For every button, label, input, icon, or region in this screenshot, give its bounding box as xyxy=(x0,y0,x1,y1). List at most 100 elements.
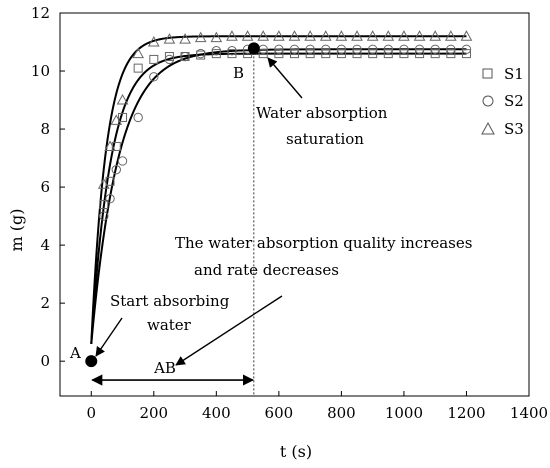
marker-s3 xyxy=(179,33,191,44)
marker-s3 xyxy=(351,30,363,41)
marker-s1 xyxy=(461,49,471,59)
y-tick-label: 12 xyxy=(31,4,50,22)
marker-s2 xyxy=(274,44,284,54)
marker-s2 xyxy=(164,54,175,65)
marker-s2 xyxy=(305,44,315,54)
marker-s2 xyxy=(111,164,121,175)
annotation-start-line2: water xyxy=(147,316,192,334)
y-axis-ticks: 0 2 4 6 8 10 12 xyxy=(31,4,65,370)
marker-s3 xyxy=(460,30,473,41)
marker-s3 xyxy=(226,30,238,41)
marker-s2 xyxy=(105,193,115,204)
plot-frame xyxy=(59,12,530,397)
y-tick-label: 8 xyxy=(40,120,50,138)
marker-s3 xyxy=(110,114,123,125)
marker-s1 xyxy=(368,49,378,59)
point-b-label: B xyxy=(233,64,244,82)
marker-s3 xyxy=(116,94,129,105)
annotation-arrow-saturation xyxy=(267,57,303,99)
marker-s2 xyxy=(289,44,300,54)
marker-s1 xyxy=(305,49,315,59)
ab-label: AB xyxy=(153,359,176,377)
marker-s2 xyxy=(149,72,159,82)
marker-s1 xyxy=(290,49,299,59)
x-tick-label: 1200 xyxy=(447,404,485,422)
marker-s3 xyxy=(413,30,426,41)
annotation-start-line1: Start absorbing xyxy=(110,292,230,310)
marker-s3 xyxy=(163,33,176,44)
marker-s3 xyxy=(335,30,348,41)
legend-marker-s1 xyxy=(482,68,493,79)
marker-s3 xyxy=(304,30,316,41)
marker-s1 xyxy=(352,49,362,59)
annotation-quality-line2: and rate decreases xyxy=(194,261,339,279)
marker-s3 xyxy=(273,30,285,41)
point-b xyxy=(247,42,260,55)
fit-curve-s3 xyxy=(90,35,467,344)
marker-s2 xyxy=(321,44,331,54)
marker-s2 xyxy=(383,44,393,54)
legend-marker-s2 xyxy=(482,95,494,107)
marker-s2 xyxy=(336,44,347,54)
marker-s1 xyxy=(211,49,221,59)
marker-s2 xyxy=(352,44,362,54)
legend-label-s2: S2 xyxy=(504,92,524,110)
x-tick-label: 400 xyxy=(202,404,231,422)
marker-s3 xyxy=(210,31,223,43)
marker-s1 xyxy=(258,49,268,59)
marker-s2 xyxy=(211,46,222,56)
marker-s1 xyxy=(321,49,331,59)
x-tick-label: 600 xyxy=(265,404,294,422)
marker-s1 xyxy=(105,176,115,186)
marker-s3 xyxy=(382,30,395,41)
legend-marker-s3 xyxy=(481,121,495,135)
marker-s3 xyxy=(398,30,410,41)
marker-s2 xyxy=(430,44,440,54)
y-axis-title: m (g) xyxy=(7,209,26,252)
marker-s1 xyxy=(227,49,237,59)
marker-s2 xyxy=(117,156,128,166)
annotation-saturation-line2: saturation xyxy=(286,130,364,148)
annotation-arrow-quality xyxy=(175,295,283,366)
x-tick-label: 1400 xyxy=(510,404,548,422)
marker-s2 xyxy=(399,44,409,54)
x-tick-label: 200 xyxy=(139,404,168,422)
x-tick-label: 0 xyxy=(86,404,96,422)
marker-s3 xyxy=(366,30,379,41)
marker-s3 xyxy=(104,140,116,151)
marker-s3 xyxy=(429,30,442,41)
marker-s1 xyxy=(274,49,284,59)
x-axis-title: t (s) xyxy=(280,442,312,461)
marker-s2 xyxy=(446,44,456,54)
marker-s1 xyxy=(336,49,346,59)
marker-s2 xyxy=(196,48,206,59)
marker-s1 xyxy=(149,54,159,64)
y-tick-label: 2 xyxy=(40,294,50,312)
point-a xyxy=(85,355,98,368)
y-tick-label: 10 xyxy=(31,62,50,80)
marker-s3 xyxy=(319,30,332,41)
marker-s3 xyxy=(288,30,301,41)
marker-s1 xyxy=(118,112,128,122)
annotation-saturation-line1: Water absorption xyxy=(256,104,388,122)
point-a-label: A xyxy=(69,344,81,362)
marker-s3 xyxy=(444,30,457,41)
marker-s3 xyxy=(194,31,207,43)
marker-s2 xyxy=(227,46,237,56)
marker-s1 xyxy=(430,49,440,59)
marker-s3 xyxy=(97,178,110,189)
marker-s3 xyxy=(147,35,160,47)
marker-s2 xyxy=(367,44,378,54)
marker-s1 xyxy=(399,49,409,59)
y-tick-label: 6 xyxy=(40,178,50,196)
marker-s1 xyxy=(383,49,393,59)
annotation-quality-line1: The water absorption quality increases xyxy=(175,234,472,252)
marker-s1 xyxy=(164,52,174,62)
legend: S1 S2 S3 xyxy=(481,65,524,138)
marker-s1 xyxy=(415,49,425,59)
marker-s2 xyxy=(133,112,143,123)
marker-s3 xyxy=(132,47,145,59)
x-tick-label: 1000 xyxy=(385,404,423,422)
y-tick-label: 4 xyxy=(40,236,50,254)
